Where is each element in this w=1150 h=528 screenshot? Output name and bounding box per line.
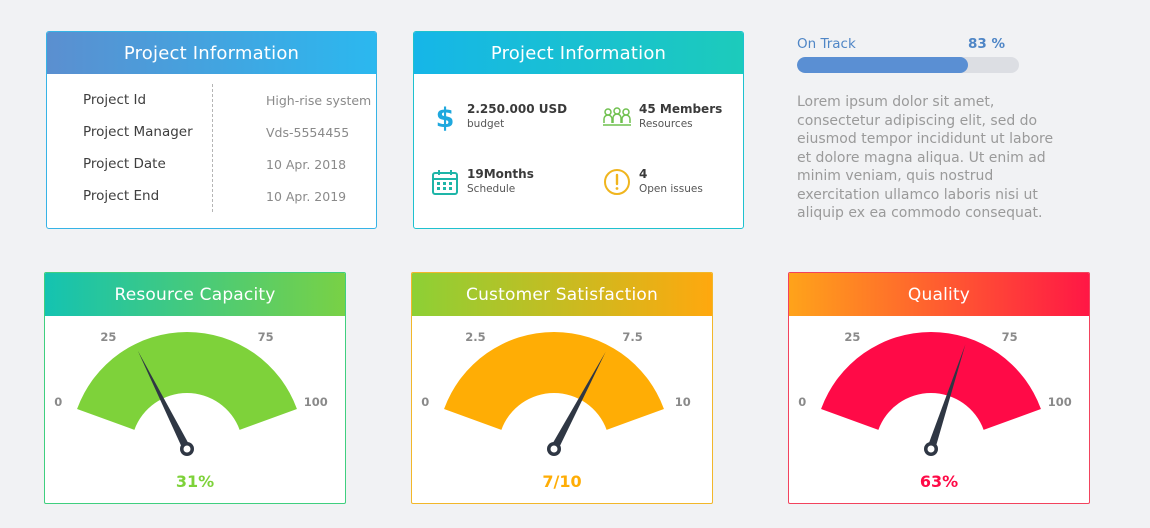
gauge-tick-label: 75 [258,330,274,344]
info-row-project-date: Project Date 10 Apr. 2018 [83,148,376,180]
stat-issues: 4 Open issues [602,167,703,197]
gauge-tick-label: 0 [54,395,62,409]
gauge-tick-label: 0 [421,395,429,409]
gauge-tick-label: 100 [1048,395,1072,409]
stat-members: 45 Members Resources [602,102,722,132]
gauge-tick-label: 25 [844,330,860,344]
gauge-tick-label: 75 [1002,330,1018,344]
warning-icon [602,167,632,197]
gauge-value: 7/10 [542,472,582,491]
info-row-project-manager: Project Manager Vds-5554455 [83,116,376,148]
gauge-band [444,331,664,430]
gauge-tick-label: 10 [675,395,691,409]
gauge-tick-label: 100 [304,395,328,409]
issues-value: 4 [639,167,648,181]
people-icon [602,102,632,132]
gauge-title: Resource Capacity [45,273,345,316]
schedule-value: 19Months [467,167,534,181]
budget-label: budget [467,118,505,130]
project-info-card: Project Information Project Id High-rise… [46,31,377,229]
gauge-hub-center [927,445,935,453]
description-text: Lorem ipsum dolor sit amet, consectetur … [797,94,1054,221]
info-label: Project Date [83,156,166,172]
project-info-table: Project Id High-rise system Project Mana… [47,74,376,212]
progress-track [797,57,1019,73]
stat-budget: $ 2.250.000 USD budget [430,102,567,132]
progress-widget: On Track 83 % [797,36,1019,73]
issues-label: Open issues [639,183,703,195]
members-value: 45 Members [639,102,723,116]
gauge-quality: 0 25 50 75 100 [798,316,1072,456]
gauge-tick-label: 0 [798,395,806,409]
project-stats-title: Project Information [414,32,743,74]
gauge-customer-satisfaction: 0 2.5 5 7.5 10 [421,316,691,456]
gauge-card-resource-capacity: Resource Capacity 0 25 50 75 100 31% [44,272,346,504]
members-label: Resources [639,118,693,130]
gauge-tick-label: 50 [179,316,195,319]
gauge-needle [927,344,966,451]
progress-percent: 83 % [967,36,1005,52]
gauge-card-customer-satisfaction: Customer Satisfaction 0 2.5 5 7.5 10 7/10 [411,272,713,504]
gauge-card-quality: Quality 0 25 50 75 100 63% [788,272,1090,504]
gauge-value: 31% [175,472,215,491]
gauge-title: Customer Satisfaction [412,273,712,316]
gauge-hub-center [183,445,191,453]
info-label: Project End [83,188,160,204]
project-stats-card: Project Information $ 2.250.000 USD budg… [413,31,744,229]
info-row-project-end: Project End 10 Apr. 2019 [83,180,376,212]
info-value: 10 Apr. 2019 [266,188,347,204]
gauge-band [821,331,1041,430]
gauge-resource-capacity: 0 25 50 75 100 [54,316,328,456]
gauge-tick-label: 5 [550,316,558,319]
progress-label: On Track [797,36,856,52]
info-value: 10 Apr. 2018 [266,156,347,172]
info-value: High-rise system [266,92,372,108]
project-info-title: Project Information [47,32,376,74]
gauge-tick-label: 2.5 [465,330,485,344]
dollar-icon: $ [430,102,460,132]
gauge-needle [137,350,191,451]
schedule-label: Schedule [467,183,516,195]
info-label: Project Id [83,92,147,108]
progress-fill [797,57,968,73]
gauge-needle [550,351,606,451]
budget-value: 2.250.000 USD [467,102,568,116]
gauge-hub-center [550,445,558,453]
gauge-band [77,331,297,430]
gauge-tick-label: 7.5 [622,330,642,344]
info-row-project-id: Project Id High-rise system [83,84,376,116]
info-label: Project Manager [83,124,193,140]
gauge-tick-label: 50 [923,316,939,319]
gauge-tick-label: 25 [100,330,116,344]
svg-text:$: $ [436,103,455,132]
info-divider [212,84,213,212]
info-value: Vds-5554455 [266,124,350,140]
gauge-title: Quality [789,273,1089,316]
gauge-value: 63% [919,472,959,491]
stat-schedule: 19Months Schedule [430,167,534,197]
calendar-icon [430,167,460,197]
